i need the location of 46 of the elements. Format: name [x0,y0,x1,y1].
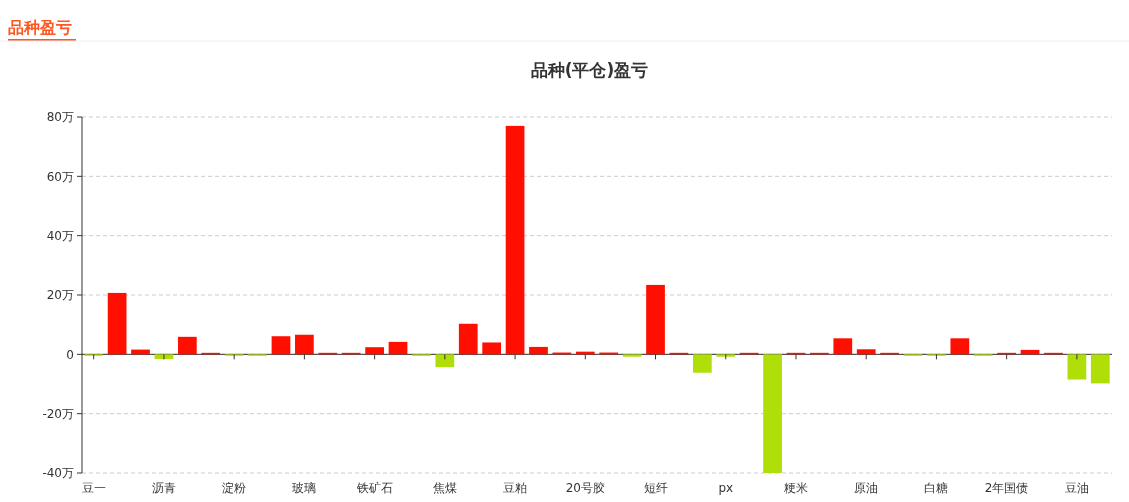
bar [856,349,876,355]
x-tick-label: 原油 [854,481,879,495]
y-tick-label: 0 [66,347,74,362]
bar [107,292,127,355]
y-tick-label: -20万 [42,406,74,421]
x-tick-label: 短纤 [643,481,668,495]
x-tick-label: 白糖 [924,481,949,495]
bar [1067,354,1087,380]
bar [482,342,502,355]
bar [388,341,408,355]
bar [716,354,736,357]
bar [1090,354,1110,384]
bar [365,347,384,355]
bar [271,336,291,355]
bar [529,346,548,355]
x-tick-label: 豆一 [81,481,106,495]
y-tick-label: 80万 [46,110,74,125]
x-tick-label: 铁矿石 [355,481,393,495]
bar [622,354,642,357]
x-tick-label: 玻璃 [292,481,317,495]
x-tick-label: 豆油 [1064,481,1089,495]
bar [177,336,197,355]
x-tick-label: 2年国债 [984,481,1029,495]
bar [833,338,853,355]
y-tick-label: 40万 [46,228,74,243]
bar [950,338,970,355]
text: 品种盈亏 [8,18,72,37]
bar [763,354,782,473]
bar [435,354,455,368]
x-tick-label: px [718,481,734,495]
y-tick-label: 60万 [46,169,74,184]
bar [154,354,174,360]
x-tick-label: 20号胶 [565,481,605,495]
x-tick-label: 豆粕 [503,481,528,495]
y-tick-label: 20万 [46,288,74,303]
bar [295,334,314,355]
bar [692,354,712,373]
x-tick-label: 沥青 [151,481,176,495]
chart-title: 品种(平仓)盈亏 [530,60,649,80]
bar [458,323,478,355]
y-tick-label: -40万 [42,466,74,481]
x-tick-label: 粳米 [783,481,808,495]
bar [646,284,665,355]
bar [505,125,525,355]
x-tick-label: 焦煤 [432,481,457,495]
x-tick-label: 淀粉 [222,481,247,495]
